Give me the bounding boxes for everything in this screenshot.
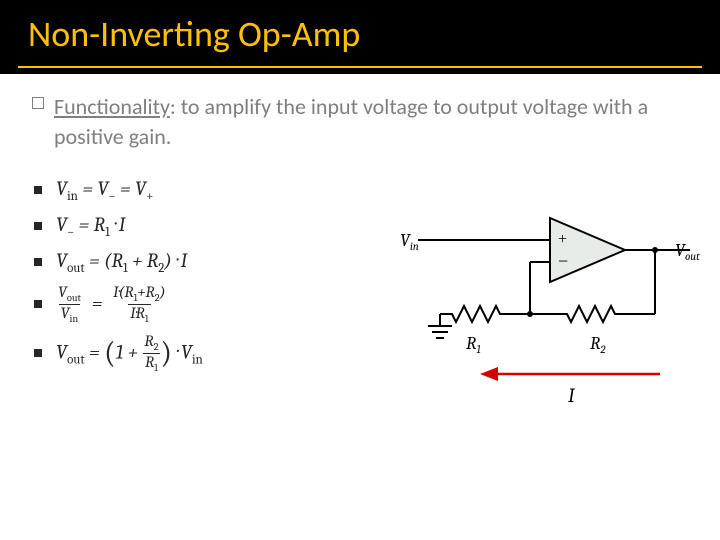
equation-3: Vout = (R1 + R2) · I [56,249,187,276]
bullet-square-outline [32,97,44,109]
r2-label: R2 [590,333,606,356]
equation-2: V− = R1 · I [56,213,125,240]
current-arrow [480,367,660,381]
content: Functionality: to amplify the input volt… [0,74,720,540]
vout-label: Vout [675,240,700,263]
bullet-square [34,258,42,266]
equation-5: Vout = (1 + R2 R1 ) · Vin [56,333,203,374]
functionality-block: Functionality: to amplify the input volt… [34,92,700,151]
circuit-diagram: + − Vin Vout R1 R2 I [400,204,710,434]
bullet-square [34,300,42,308]
vin-label: Vin [400,230,419,253]
equation-4: Vout Vin = I·(R1+R2) I·R1 [56,284,168,325]
bullet-square [34,222,42,230]
bullet-square [34,349,42,357]
title-underline [18,66,702,68]
opamp-plus-label: + [558,231,567,248]
equation-row: Vin = V− = V+ [34,175,700,205]
functionality-text: Functionality: to amplify the input volt… [34,92,700,151]
page-title: Non-Inverting Op-Amp [28,12,720,56]
bullet-square [34,186,42,194]
r1-label: R1 [466,333,481,356]
current-label: I [568,384,576,407]
equation-1: Vin = V− = V+ [56,177,153,204]
functionality-label: Functionality [54,93,170,120]
opamp-minus-label: − [558,251,568,271]
